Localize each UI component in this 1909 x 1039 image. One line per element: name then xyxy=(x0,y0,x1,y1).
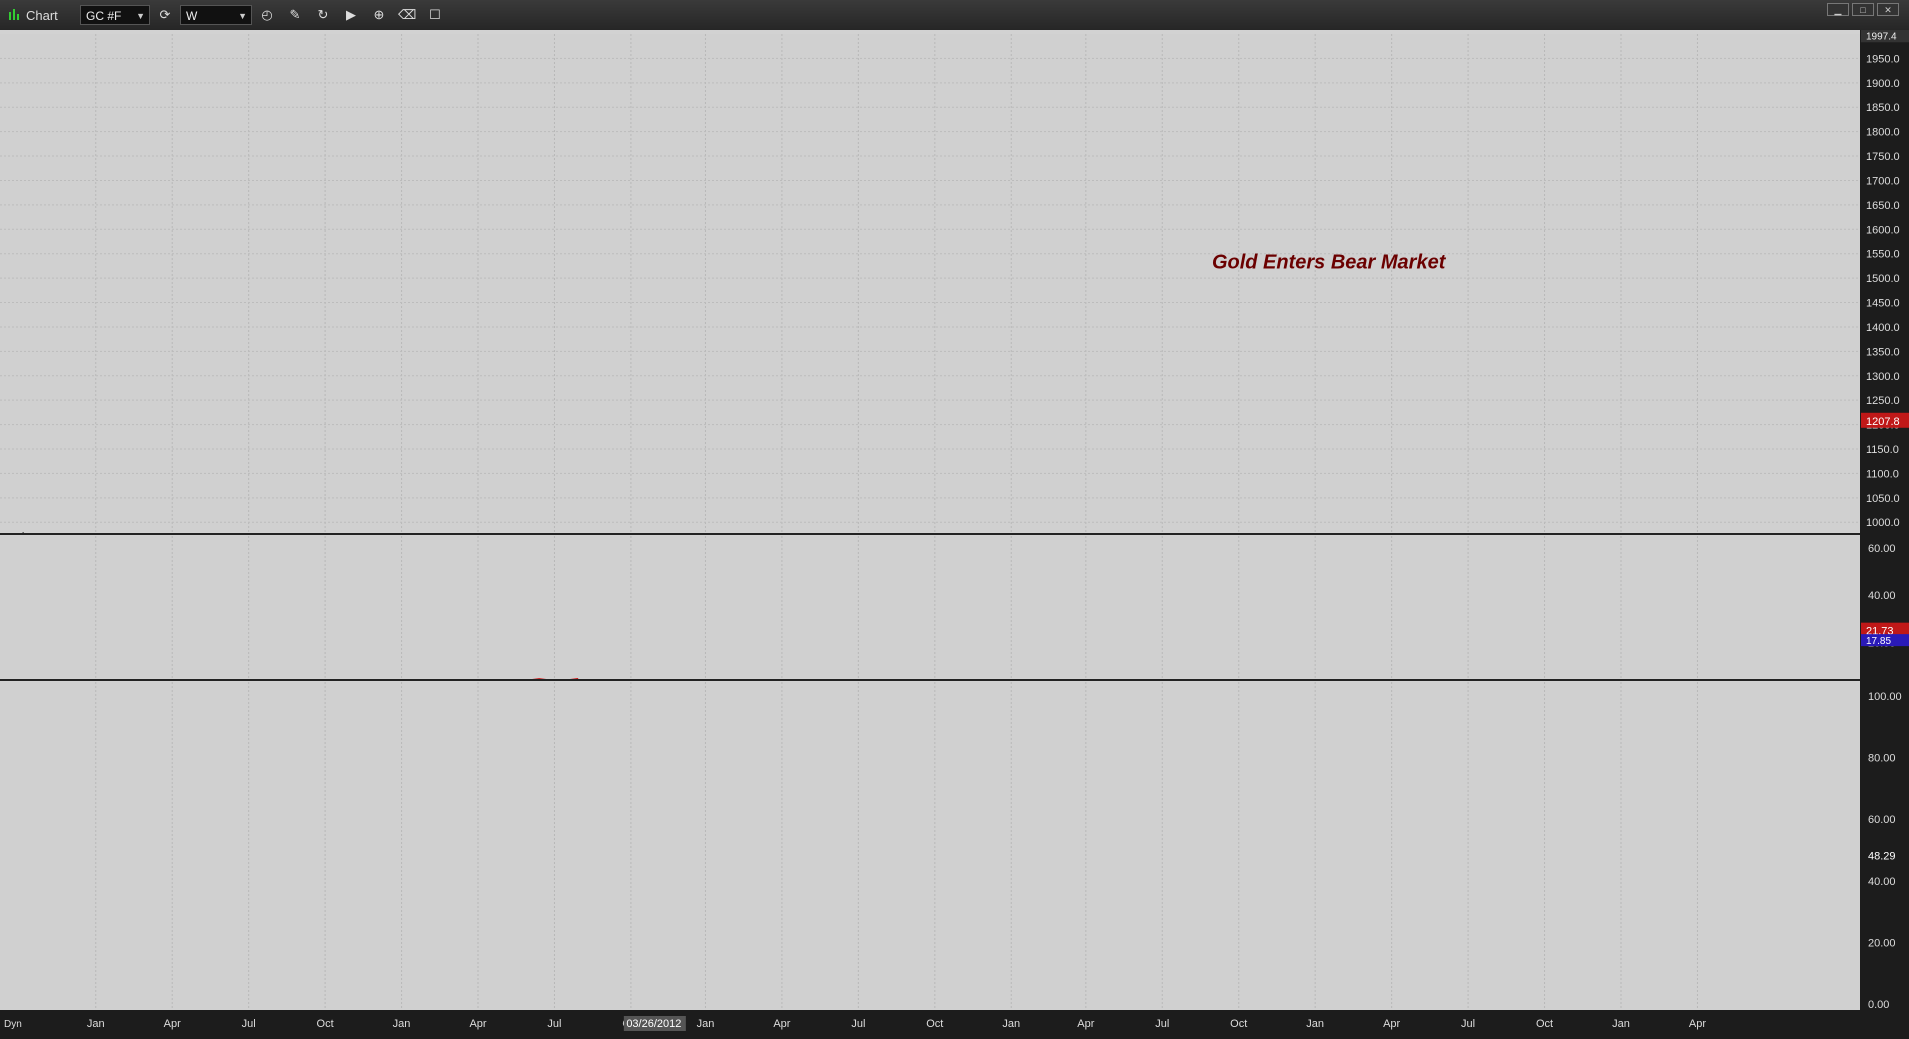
pencil-icon[interactable]: ✎ xyxy=(289,7,301,22)
price-tick-label: 1500.0 xyxy=(1866,273,1900,285)
plus-dmi-value-box xyxy=(1861,634,1909,647)
interval-value: W xyxy=(186,9,198,23)
cursor-date-box xyxy=(623,1016,686,1031)
x-tick-label: Oct xyxy=(926,1018,943,1030)
chevron-down-icon: ▼ xyxy=(238,11,247,21)
x-tick-label: Jan xyxy=(1612,1018,1630,1030)
x-tick-label: Jan xyxy=(697,1018,715,1030)
rsi-tick-label: 100.00 xyxy=(1868,691,1902,703)
x-tick-label: Apr xyxy=(469,1018,486,1030)
axis-layer: 1000.01050.01100.01150.01200.01250.01300… xyxy=(0,30,1909,1039)
price-tick-label: 1000.0 xyxy=(1866,517,1900,529)
x-axis-strip xyxy=(0,1010,1909,1039)
pane-background xyxy=(0,34,1860,532)
maximize-button[interactable]: □ xyxy=(1852,3,1874,16)
x-tick-label: Jul xyxy=(1155,1018,1169,1030)
top-price-label: 1997.4 xyxy=(1866,31,1897,42)
price-tick-label: 1950.0 xyxy=(1866,53,1900,65)
dmi-tick-label: 60.00 xyxy=(1868,543,1896,555)
x-tick-label: Oct xyxy=(317,1018,334,1030)
x-tick-label: Oct xyxy=(1230,1018,1247,1030)
rsi-tick-label: 0.00 xyxy=(1868,999,1889,1011)
minimize-button[interactable]: ▁ xyxy=(1827,3,1849,16)
pane-background xyxy=(0,536,1860,678)
refresh-icon[interactable]: ↻ xyxy=(317,7,329,22)
chevron-down-icon: ▼ xyxy=(136,11,145,21)
chart-canvas[interactable]: TRADERDAN.COMGold in Bull MarketTransiti… xyxy=(0,30,1909,1039)
x-tick-label: Jul xyxy=(242,1018,256,1030)
x-tick-label: Apr xyxy=(1689,1018,1706,1030)
last-price-box xyxy=(1861,412,1909,428)
plus-dmi-value: 17.85 xyxy=(1866,636,1891,647)
price-tick-label: 1400.0 xyxy=(1866,322,1900,334)
eraser-icon[interactable]: ⌫ xyxy=(398,7,417,22)
x-tick-label: Jul xyxy=(547,1018,561,1030)
price-tick-label: 1350.0 xyxy=(1866,346,1900,358)
top-price-box xyxy=(1861,30,1909,43)
price-tick-label: 1150.0 xyxy=(1866,444,1899,456)
title-bar: Chart GC #F ▼ W ▼ ⟳ ◴ ✎ ↻ ▶ ⊕ ⌫ ☐ ▁ □ ✕ xyxy=(0,0,1909,31)
x-tick-label: Apr xyxy=(1383,1018,1400,1030)
last-price-label: 1207.8 xyxy=(1866,416,1900,428)
x-tick-label: Jul xyxy=(1461,1018,1475,1030)
price-tick-label: 1250.0 xyxy=(1866,395,1900,407)
x-tick-label: Apr xyxy=(164,1018,181,1030)
rsi-tick-label: 40.00 xyxy=(1868,876,1896,888)
minus-dmi-value-box xyxy=(1861,622,1909,637)
price-tick-label: 1650.0 xyxy=(1866,200,1900,212)
price-tick-label: 1300.0 xyxy=(1866,371,1900,383)
pane-background xyxy=(0,682,1860,1010)
y-axis-strip xyxy=(1860,30,1909,1039)
rsi-value: 48.29 xyxy=(1868,850,1896,862)
zoom-icon[interactable]: ⊕ xyxy=(373,7,385,22)
x-tick-label: Apr xyxy=(1077,1018,1094,1030)
rsi-tick-label: 20.00 xyxy=(1868,937,1896,949)
price-tick-label: 1850.0 xyxy=(1866,102,1900,114)
close-button[interactable]: ✕ xyxy=(1877,3,1899,16)
window-icon[interactable]: ☐ xyxy=(429,7,441,22)
x-tick-label: Jan xyxy=(1306,1018,1324,1030)
interval-field[interactable]: W ▼ xyxy=(180,5,252,25)
price-tick-label: 1550.0 xyxy=(1866,249,1900,261)
rsi-value-box xyxy=(1861,848,1909,863)
x-axis-start-label: Dyn xyxy=(4,1019,22,1030)
text-layer: Gold Enters Bear Market xyxy=(1212,251,1447,273)
x-tick-label: Jan xyxy=(1002,1018,1020,1030)
x-tick-label: Jul xyxy=(851,1018,865,1030)
chart-app-icon xyxy=(9,9,19,20)
price-tick-label: 1100.0 xyxy=(1866,468,1899,480)
dmi-tick-label: 40.00 xyxy=(1868,590,1896,602)
symbol-field[interactable]: GC #F ▼ xyxy=(80,5,150,25)
price-tick-label: 1600.0 xyxy=(1866,224,1900,236)
x-tick-label: Apr xyxy=(773,1018,790,1030)
region-label-bear: Gold Enters Bear Market xyxy=(1212,251,1447,273)
rsi-tick-label: 80.00 xyxy=(1868,753,1896,765)
cursor-date-label: 03/26/2012 xyxy=(626,1018,681,1030)
price-tick-label: 1750.0 xyxy=(1866,151,1900,163)
window-title: Chart xyxy=(26,8,58,23)
rsi-tick-label: 60.00 xyxy=(1868,814,1896,826)
symbol-value: GC #F xyxy=(86,9,122,23)
price-tick-label: 1450.0 xyxy=(1866,298,1900,310)
play-icon[interactable]: ▶ xyxy=(346,7,356,22)
cycle-icon[interactable]: ◴ xyxy=(261,7,273,22)
price-tick-label: 1800.0 xyxy=(1866,127,1900,139)
price-tick-label: 1050.0 xyxy=(1866,493,1900,505)
cycle-icon[interactable]: ⟳ xyxy=(159,7,171,22)
x-tick-label: Jan xyxy=(87,1018,105,1030)
price-tick-label: 1900.0 xyxy=(1866,78,1900,90)
x-tick-label: Oct xyxy=(1536,1018,1553,1030)
price-tick-label: 1700.0 xyxy=(1866,175,1900,187)
x-tick-label: Jan xyxy=(393,1018,411,1030)
